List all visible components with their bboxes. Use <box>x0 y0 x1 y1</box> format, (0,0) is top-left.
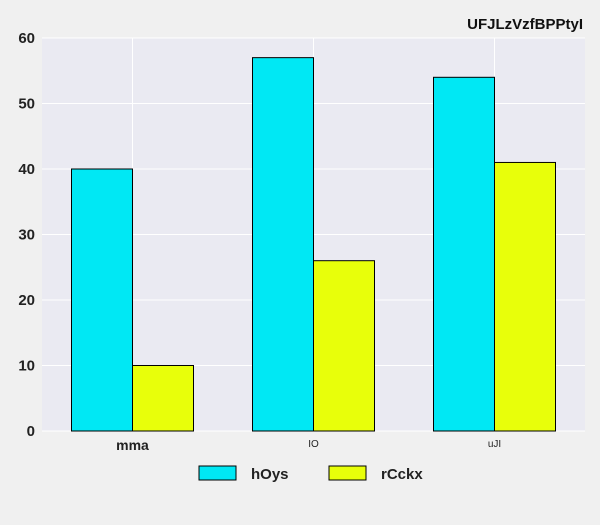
legend-label: rCckx <box>381 466 423 483</box>
y-tick-label: 0 <box>27 423 35 440</box>
chart-title: UFJLzVzfBPPtyI <box>467 16 583 33</box>
x-tick-label: mma <box>116 437 149 453</box>
legend-swatch <box>328 465 367 481</box>
legend: hOys rCckx <box>198 465 423 483</box>
x-tick-label: IO <box>308 439 319 450</box>
bar <box>71 168 133 432</box>
bar <box>433 76 495 432</box>
y-tick-label: 20 <box>18 292 35 309</box>
bar <box>494 161 556 432</box>
bar <box>252 57 314 432</box>
y-axis-ticks: 0 10 20 30 40 50 60 <box>18 30 35 440</box>
legend-swatch <box>198 465 237 481</box>
bar <box>313 260 375 432</box>
bars <box>71 57 556 432</box>
legend-label: hOys <box>251 466 289 483</box>
x-tick-label: uJI <box>488 439 501 450</box>
y-tick-label: 10 <box>18 358 35 375</box>
y-tick-label: 50 <box>18 96 35 113</box>
y-tick-label: 60 <box>18 30 35 47</box>
y-tick-label: 40 <box>18 161 35 178</box>
bar <box>132 365 194 432</box>
y-tick-label: 30 <box>18 227 35 244</box>
x-axis-ticks: mma IO uJI <box>116 437 501 453</box>
